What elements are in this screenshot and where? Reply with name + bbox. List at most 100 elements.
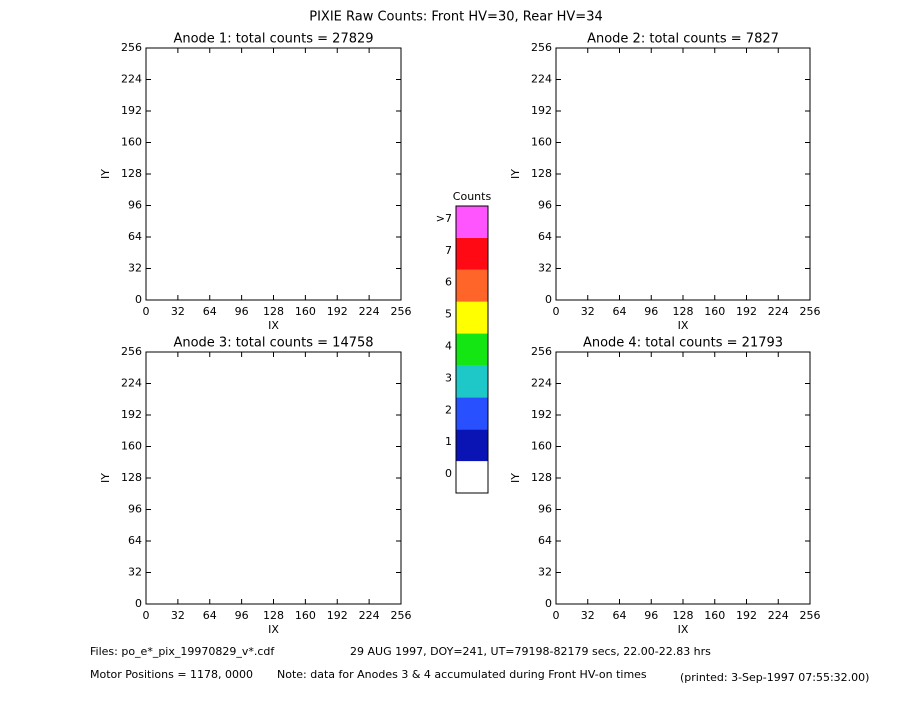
y-tick-label: 128 [531,167,552,180]
y-tick-label: 224 [121,73,142,86]
y-tick-label: 64 [128,534,142,547]
x-tick-label: 128 [673,305,694,318]
y-tick-label: 224 [531,377,552,390]
footer-motor: Motor Positions = 1178, 0000 [90,668,253,681]
y-tick-label: 96 [538,199,552,212]
colorbar-swatch [456,237,488,270]
colorbar-swatch [456,301,488,334]
x-tick-label: 192 [327,609,348,622]
x-tick-label: 256 [391,305,412,318]
y-tick-label: 96 [128,503,142,516]
x-tick-label: 192 [736,305,757,318]
plot-frame [555,47,811,301]
x-tick-label: 32 [171,609,185,622]
plot-frame [145,47,402,301]
x-tick-label: 64 [613,609,627,622]
y-tick-label: 224 [531,73,552,86]
y-tick-label: 96 [128,199,142,212]
footer-note: Note: data for Anodes 3 & 4 accumulated … [277,668,647,681]
y-tick-label: 192 [121,408,142,421]
y-tick-label: 128 [121,471,142,484]
colorbar-label: 5 [445,308,452,321]
colorbar-swatch [456,206,488,238]
colorbar-label: 2 [445,403,452,416]
y-tick-label: 256 [531,41,552,54]
x-tick-label: 256 [391,609,412,622]
colorbar-label: 4 [445,340,452,353]
x-tick-label: 224 [359,305,380,318]
y-tick-label: 192 [531,408,552,421]
y-axis-label: IY [99,169,112,179]
panel-title: Anode 2: total counts = 7827 [587,32,779,47]
colorbar-label: 0 [445,467,452,480]
x-tick-label: 256 [800,305,821,318]
panel-title: Anode 3: total counts = 14758 [173,336,373,351]
x-tick-label: 192 [327,305,348,318]
y-tick-label: 32 [538,262,552,275]
colorbar-title: Counts [453,190,492,203]
x-tick-label: 128 [673,609,694,622]
x-tick-label: 96 [235,609,249,622]
figure-title: PIXIE Raw Counts: Front HV=30, Rear HV=3… [309,10,603,25]
x-axis-label: IX [678,319,689,332]
colorbar-label: 3 [445,371,452,384]
x-tick-label: 32 [581,305,595,318]
y-tick-label: 0 [545,597,552,610]
y-tick-label: 64 [538,534,552,547]
colorbar-label: 7 [445,244,452,257]
y-tick-label: 160 [531,136,552,149]
y-tick-label: 64 [128,230,142,243]
y-tick-label: 192 [121,104,142,117]
x-axis-label: IX [268,623,279,636]
x-tick-label: 0 [143,609,150,622]
x-tick-label: 96 [235,305,249,318]
y-tick-label: 0 [545,293,552,306]
x-tick-label: 256 [800,609,821,622]
colorbar-swatch [456,365,488,398]
x-tick-label: 0 [143,305,150,318]
y-tick-label: 0 [135,597,142,610]
colorbar-swatch [456,429,488,462]
y-tick-label: 224 [121,377,142,390]
y-tick-label: 160 [121,136,142,149]
y-tick-label: 32 [128,566,142,579]
y-axis-label: IY [509,473,522,483]
colorbar-swatch [456,397,488,430]
x-tick-label: 224 [359,609,380,622]
y-tick-label: 256 [531,345,552,358]
colorbar-frame [455,205,489,494]
x-tick-label: 128 [263,609,284,622]
y-tick-label: 160 [121,440,142,453]
plot-frame [555,351,811,605]
y-tick-label: 96 [538,503,552,516]
y-axis-label: IY [509,169,522,179]
x-tick-label: 224 [768,609,789,622]
colorbar-swatch [456,269,488,302]
x-tick-label: 0 [553,609,560,622]
colorbar-swatch [456,461,488,493]
colorbar-label: >7 [436,212,452,225]
x-tick-label: 64 [203,609,217,622]
x-tick-label: 128 [263,305,284,318]
x-tick-label: 96 [644,305,658,318]
x-tick-label: 32 [581,609,595,622]
x-tick-label: 160 [295,609,316,622]
x-axis-label: IX [678,623,689,636]
panel-title: Anode 4: total counts = 21793 [583,336,783,351]
x-tick-label: 160 [704,305,725,318]
x-tick-label: 64 [613,305,627,318]
colorbar-swatch [456,333,488,366]
y-tick-label: 0 [135,293,142,306]
colorbar-label: 1 [445,435,452,448]
y-tick-label: 256 [121,41,142,54]
y-tick-label: 32 [538,566,552,579]
y-tick-label: 128 [121,167,142,180]
y-tick-label: 32 [128,262,142,275]
y-tick-label: 160 [531,440,552,453]
x-tick-label: 96 [644,609,658,622]
x-tick-label: 160 [295,305,316,318]
y-tick-label: 64 [538,230,552,243]
y-tick-label: 192 [531,104,552,117]
panel-title: Anode 1: total counts = 27829 [173,32,373,47]
y-tick-label: 128 [531,471,552,484]
